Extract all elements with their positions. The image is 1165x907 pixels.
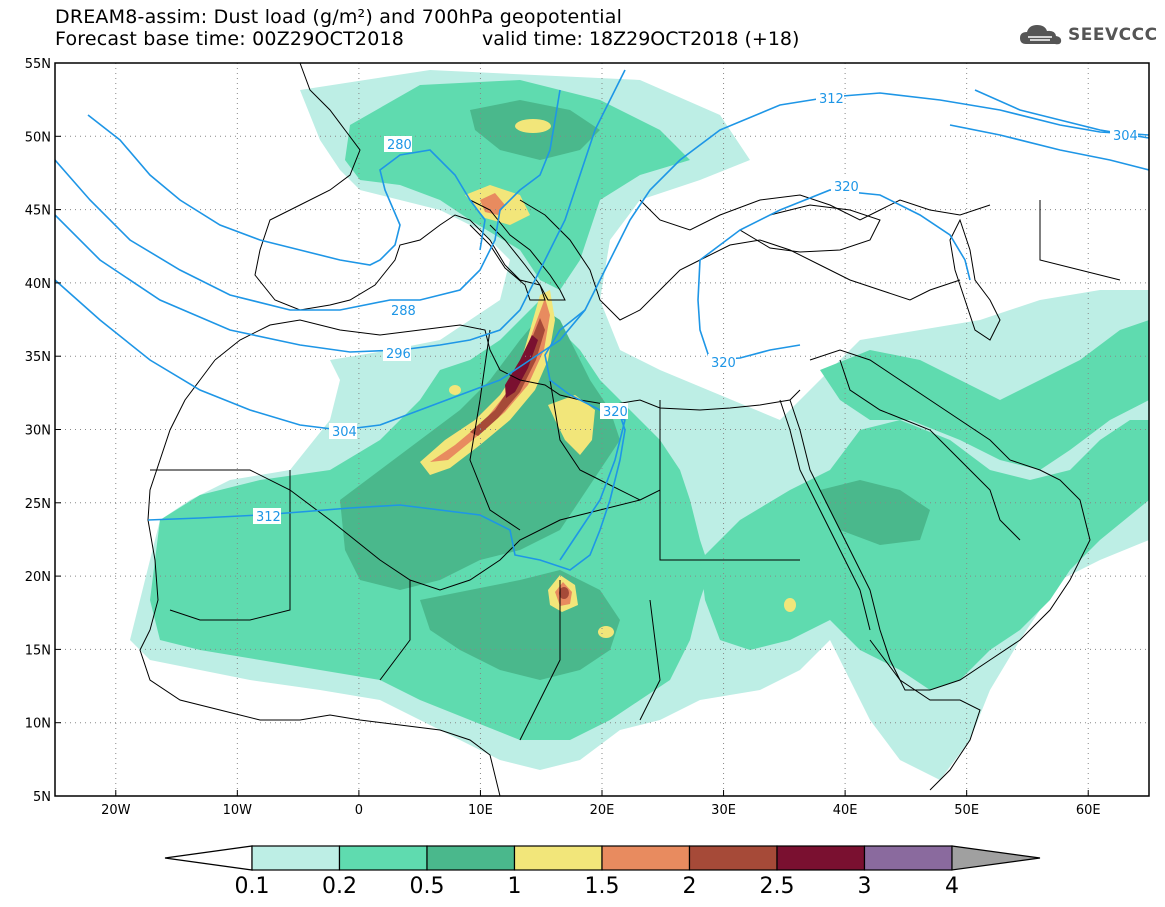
contour-label-text: 288 xyxy=(391,304,416,319)
colorbar-box xyxy=(863,845,953,871)
latitude-label: 25N xyxy=(25,497,51,512)
colorbar-label: 2.5 xyxy=(760,874,795,899)
graticule xyxy=(55,63,1149,796)
colorbar-label: 0.5 xyxy=(410,874,445,899)
contour-label-text: 280 xyxy=(387,138,412,153)
longitude-label: 30E xyxy=(711,803,736,818)
colorbar-label: 3 xyxy=(858,874,872,899)
colorbar-boxes xyxy=(251,845,953,871)
dust-spot-yellow-sudan xyxy=(784,598,796,612)
dust-field xyxy=(130,70,1149,780)
contour-label-304: 304 xyxy=(1110,127,1138,144)
dust-region-mid-europe xyxy=(345,80,690,290)
latitude-label: 35N xyxy=(25,350,51,365)
contour-label-320: 320 xyxy=(708,354,736,371)
dust-region-orange-alps xyxy=(480,193,505,215)
latitude-labels: 55N 50N 45N 40N 35N 30N 25N 20N 15N 10N 5N xyxy=(25,57,61,805)
contour-label-304: 304 xyxy=(329,423,357,440)
colorbar-label: 4 xyxy=(945,874,959,899)
colorbar-low-arrow xyxy=(164,845,253,871)
colorbar-box xyxy=(338,845,428,871)
dust-region-yellow-libya xyxy=(548,395,595,455)
colorbar-box xyxy=(776,845,866,871)
contour-label-288: 288 xyxy=(388,302,416,319)
colorbar-label: 1 xyxy=(508,874,522,899)
colorbar-labels: 0.1 0.2 0.5 1 1.5 2 2.5 3 4 xyxy=(235,874,960,899)
longitude-labels: 20W 10W 0 10E 20E 30E 40E 50E 60E xyxy=(101,790,1101,818)
colorbar-box xyxy=(513,845,603,871)
colorbar-label: 0.2 xyxy=(322,874,357,899)
latitude-label: 45N xyxy=(25,204,51,219)
dust-spot-yellow-sahel xyxy=(598,626,614,638)
longitude-label: 50E xyxy=(954,803,979,818)
colorbar-label: 0.1 xyxy=(235,874,270,899)
contour-label-312: 312 xyxy=(253,508,281,525)
longitude-label: 20E xyxy=(590,803,615,818)
longitude-label: 10W xyxy=(223,803,253,818)
longitude-label: 20W xyxy=(101,803,131,818)
contour-label-296: 296 xyxy=(383,345,411,362)
geopotential-contours xyxy=(55,69,1149,571)
latitude-label: 55N xyxy=(25,57,51,72)
contour-label-320: 320 xyxy=(600,403,628,420)
colorbar: 0.1 0.2 0.5 1 1.5 2 2.5 3 4 xyxy=(164,845,1041,899)
colorbar-box xyxy=(601,845,691,871)
dust-region-high-arabia xyxy=(820,480,930,545)
colorbar-label: 2 xyxy=(683,874,697,899)
dust-region-brown-plume xyxy=(470,318,545,436)
colorbar-label: 1.5 xyxy=(585,874,620,899)
contour-label-312: 312 xyxy=(816,90,844,107)
longitude-label: 40E xyxy=(833,803,858,818)
latitude-label: 20N xyxy=(25,570,51,585)
dust-spot-brown-chad xyxy=(559,587,569,599)
valid-time: valid time: 18Z29OCT2018 (+18) xyxy=(482,28,800,50)
cloud-icon xyxy=(1020,25,1062,45)
colorbar-box xyxy=(251,845,341,871)
contour-label-text: 296 xyxy=(386,347,411,362)
contour-label-text: 312 xyxy=(819,92,844,107)
contour-labels: 280 288 296 304 312 320 320 320 312 304 xyxy=(253,90,1138,525)
latitude-label: 10N xyxy=(25,717,51,732)
map-title: DREAM8-assim: Dust load (g/m²) and 700hP… xyxy=(55,6,623,28)
dust-region-mid-east xyxy=(700,420,1149,690)
contour-label-text: 320 xyxy=(711,356,736,371)
latitude-label: 50N xyxy=(25,130,51,145)
logo-text: SEEVCCC xyxy=(1068,25,1158,45)
contour-label-text: 320 xyxy=(603,405,628,420)
latitude-label: 15N xyxy=(25,643,51,658)
colorbar-box xyxy=(688,845,778,871)
latitude-label: 5N xyxy=(33,790,51,805)
dust-region-mid-arabia xyxy=(820,320,1149,470)
longitude-label: 60E xyxy=(1076,803,1101,818)
longitude-label: 0 xyxy=(355,803,363,818)
dust-spot-yellow-poland xyxy=(515,119,551,133)
seevccc-logo: SEEVCCC xyxy=(1018,22,1158,48)
contour-label-280: 280 xyxy=(384,136,412,153)
contour-label-text: 312 xyxy=(256,510,281,525)
longitude-label: 10E xyxy=(468,803,493,818)
latitude-label: 40N xyxy=(25,277,51,292)
contour-label-text: 320 xyxy=(834,180,859,195)
colorbar-box xyxy=(426,845,516,871)
contour-label-320: 320 xyxy=(831,178,859,195)
colorbar-high-arrow xyxy=(951,845,1041,871)
forecast-base-time: Forecast base time: 00Z29OCT2018 xyxy=(55,28,405,50)
contour-label-text: 304 xyxy=(332,425,357,440)
latitude-label: 30N xyxy=(25,424,51,439)
dust-spot-yellow-algeria xyxy=(449,385,461,395)
contour-label-text: 304 xyxy=(1113,129,1138,144)
